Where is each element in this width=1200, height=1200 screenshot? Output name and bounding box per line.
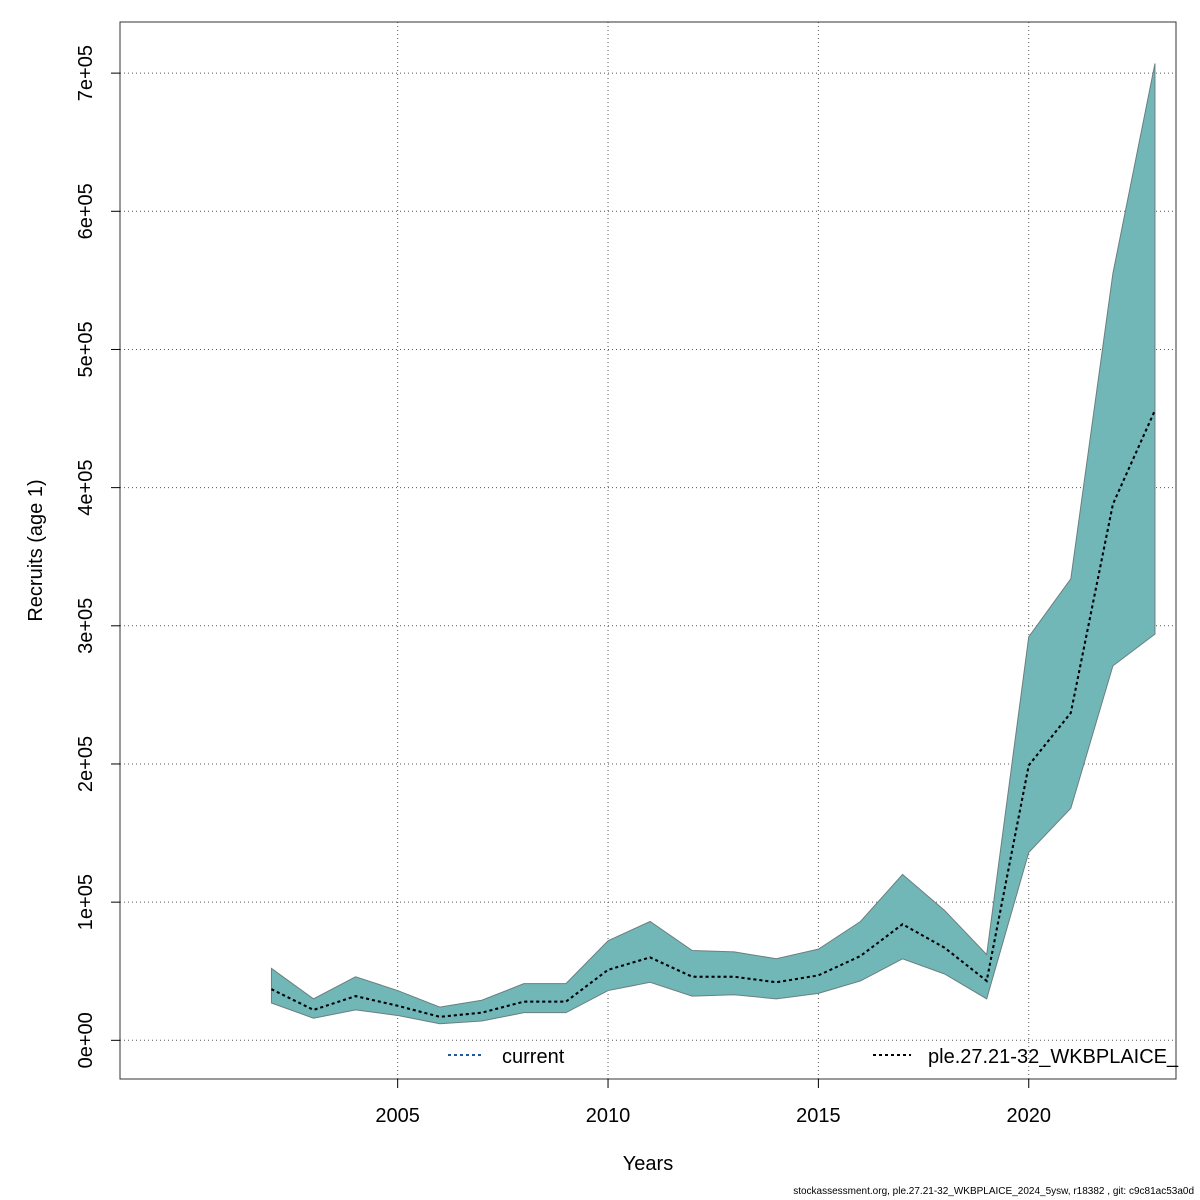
y-tick-label-0e+00: 0e+00 [75, 1012, 97, 1068]
legend-label-1: current [502, 1046, 565, 1068]
y-tick-label-2e+05: 2e+05 [75, 736, 97, 792]
y-axis-title: Recruits (age 1) [25, 479, 47, 621]
y-tick-label-4e+05: 4e+05 [75, 460, 97, 516]
y-tick-label-3e+05: 3e+05 [75, 598, 97, 654]
x-tick-label-2015: 2015 [796, 1105, 841, 1127]
legend: current ple.27.21-32_WKBPLAICE_ [448, 1046, 1179, 1068]
footer-credit: stockassessment.org, ple.27.21-32_WKBPLA… [793, 1186, 1194, 1197]
series-lines [271, 409, 1156, 1018]
y-axis: 0e+00 1e+05 2e+05 3e+05 4e+05 5e+05 6e+05 7e+05 [75, 45, 120, 1068]
x-tick-label-2010: 2010 [586, 1105, 631, 1127]
legend-label-2: ple.27.21-32_WKBPLAICE_ [928, 1046, 1179, 1068]
grid-lines [120, 22, 1176, 1079]
x-tick-label-2020: 2020 [1006, 1105, 1051, 1127]
y-tick-label-1e+05: 1e+05 [75, 874, 97, 930]
x-axis-title: Years [623, 1153, 673, 1175]
y-tick-label-6e+05: 6e+05 [75, 183, 97, 239]
series-line-2 [271, 409, 1156, 1018]
y-tick-label-5e+05: 5e+05 [75, 321, 97, 377]
x-axis: 2005 2010 2015 2020 [375, 1079, 1051, 1127]
x-tick-label-2005: 2005 [375, 1105, 420, 1127]
y-tick-label-7e+05: 7e+05 [75, 45, 97, 101]
confidence-band [270, 63, 1156, 1025]
plot-frame [119, 21, 1177, 1080]
